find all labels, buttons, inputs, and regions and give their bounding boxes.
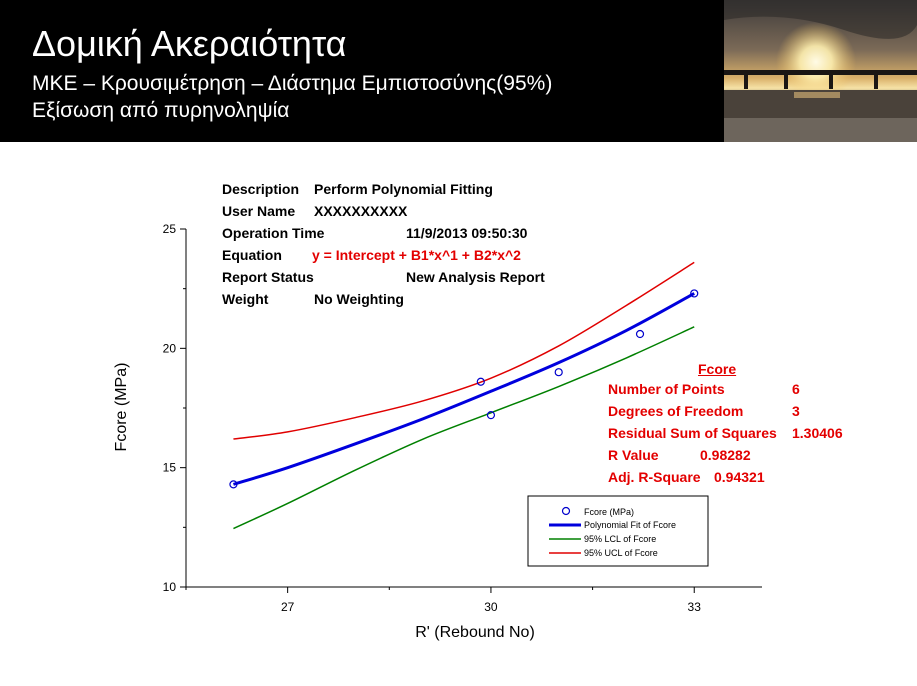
- status-value: New Analysis Report: [406, 269, 545, 285]
- x-tick-label-1: 30: [484, 600, 498, 614]
- adjr-value: 0.94321: [714, 469, 765, 485]
- series-line-1: [232, 292, 695, 486]
- points-label: Number of Points: [608, 381, 725, 397]
- legend-label-lcl: 95% LCL of Fcore: [584, 534, 656, 544]
- legend-label-fit: Polynomial Fit of Fcore: [584, 520, 676, 530]
- subtitle-line-2: Εξίσωση από πυρηνοληψία: [32, 99, 290, 122]
- r-label: R Value: [608, 447, 659, 463]
- y-axis-title: Fcore (MPa): [113, 363, 130, 452]
- points-value: 6: [792, 381, 800, 397]
- r-value: 0.98282: [700, 447, 751, 463]
- rss-label: Residual Sum of Squares: [608, 425, 777, 441]
- weight-label: Weight: [222, 291, 269, 307]
- dof-value: 3: [792, 403, 800, 419]
- time-value: 11/9/2013 09:50:30: [406, 225, 528, 241]
- plot-area: 10 15 20 25 27 30 33: [163, 222, 762, 614]
- legend-label-points: Fcore (MPa): [584, 507, 634, 517]
- equation-value: y = Intercept + B1*x^1 + B2*x^2: [312, 247, 521, 263]
- legend-label-ucl: 95% UCL of Fcore: [584, 548, 658, 558]
- data-point-1: [476, 377, 485, 386]
- polynomial-fit-chart: 10 15 20 25 27 30 33 R' (Rebound No) Fcore (MP…: [113, 222, 762, 641]
- legend-marker-points: [561, 506, 571, 516]
- dof-label: Degrees of Freedom: [608, 403, 744, 419]
- rss-value: 1.30406: [792, 425, 843, 441]
- data-point-4: [635, 329, 645, 339]
- series-line-3: [233, 261, 695, 440]
- equation-label: Equation: [222, 247, 282, 263]
- stats-heading: Fcore: [698, 361, 737, 377]
- series-line-2: [233, 326, 695, 530]
- chart-legend: Fcore (MPa) Polynomial Fit of Fcore 95% …: [527, 495, 709, 567]
- x-tick-label-0: 27: [281, 600, 295, 614]
- weight-value: No Weighting: [314, 291, 404, 307]
- user-value: XXXXXXXXXX: [314, 203, 408, 219]
- slide-header: Δομική Ακεραιότητα ΜΚΕ – Κρουσιμέτρηση –…: [0, 0, 917, 142]
- slide-subtitle: ΜΚΕ – Κρουσιμέτρηση – Διάστημα Εμπιστοσύ…: [32, 70, 552, 124]
- y-tick-label-0: 10: [163, 580, 177, 594]
- data-point-3: [554, 368, 563, 377]
- data-point-0: [229, 480, 238, 489]
- subtitle-line-1: ΜΚΕ – Κρουσιμέτρηση – Διάστημα Εμπιστοσύ…: [32, 72, 553, 95]
- status-label: Report Status: [222, 269, 314, 285]
- description-value: Perform Polynomial Fitting: [314, 181, 493, 197]
- data-point-5: [690, 289, 699, 298]
- data-point-2: [486, 411, 496, 420]
- adjr-label: Adj. R-Square: [608, 469, 701, 485]
- time-label: Operation Time: [222, 225, 325, 241]
- y-tick-label-2: 20: [163, 341, 177, 355]
- bridge-sunset-photo: [724, 0, 917, 142]
- y-tick-label-1: 15: [163, 461, 177, 475]
- x-axis-title: R' (Rebound No): [415, 624, 535, 641]
- slide-title: Δομική Ακεραιότητα: [32, 23, 347, 64]
- user-label: User Name: [222, 203, 296, 219]
- x-tick-label-2: 33: [688, 600, 702, 614]
- y-tick-label-3: 25: [163, 222, 177, 236]
- description-label: Description: [222, 181, 300, 197]
